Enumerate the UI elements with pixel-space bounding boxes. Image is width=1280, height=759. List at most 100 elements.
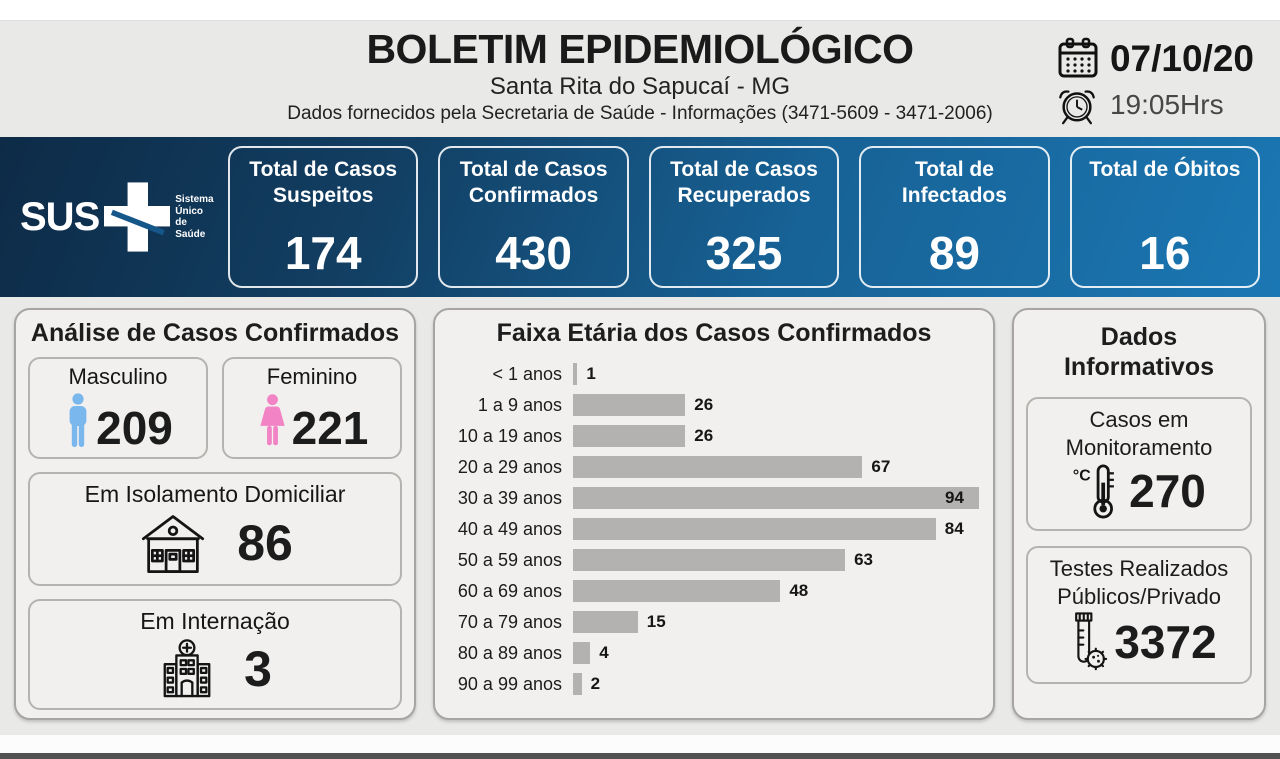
chart-row: 20 a 29 anos 67 [449, 456, 979, 478]
chart-row: 80 a 89 anos 4 [449, 642, 979, 664]
stat-card-suspeitos: Total de Casos Suspeitos 174 [228, 146, 419, 288]
chart-bar-track: 94 [573, 487, 979, 509]
informative-panel: Dados Informativos Casos em Monitorament… [1012, 308, 1266, 720]
chart-value-label: 48 [789, 581, 809, 600]
chart-value-label: 94 [945, 488, 964, 507]
chart-bar-track: 67 [573, 456, 979, 478]
female-value: 221 [291, 401, 369, 454]
age-chart-panel: Faixa Etária dos Casos Confirmados < 1 a… [433, 308, 995, 720]
chart-row: 40 a 49 anos 84 [449, 518, 979, 540]
male-card: Masculino 2 [28, 357, 208, 459]
stat-card-obitos: Total de Óbitos 16 [1069, 146, 1261, 288]
chart-row: 10 a 19 anos 26 [449, 425, 979, 447]
chart-row: < 1 anos 1 [449, 363, 979, 385]
isolation-label: Em Isolamento Domiciliar [84, 480, 346, 507]
chart-category-label: 40 a 49 anos [457, 518, 562, 539]
main-content: Análise de Casos Confirmados Masculino [0, 297, 1280, 735]
chart-bar-track: 15 [573, 611, 979, 633]
chart-value-label: 4 [599, 643, 609, 662]
time-row: 19:05Hrs [1056, 84, 1254, 126]
monitoring-value: 270 [1129, 465, 1206, 517]
bottom-bar [0, 753, 1280, 759]
chart-category-label: 20 a 29 anos [457, 456, 562, 477]
male-body: 209 [34, 392, 202, 454]
chart-row: 70 a 79 anos 15 [449, 611, 979, 633]
female-icon [256, 393, 289, 451]
monitoring-label: Casos em Monitoramento [1065, 407, 1213, 460]
alarm-clock-icon [1056, 84, 1098, 126]
chart-value-label: 67 [871, 457, 891, 476]
top-strip [0, 0, 1280, 20]
informative-title: Dados Informativos [1063, 323, 1215, 381]
hospitalization-label: Em Internação [140, 608, 290, 635]
chart-row: 1 a 9 anos 26 [449, 394, 979, 416]
sus-logo: SUS Sistema Único de Saúde [20, 182, 214, 252]
hospitalization-value: 3 [244, 641, 272, 697]
chart-bar [573, 487, 979, 509]
city-subtitle: Santa Rita do Sapucaí - MG [489, 73, 791, 101]
female-label: Feminino [266, 364, 358, 389]
chart-bar-track: 84 [573, 518, 979, 540]
chart-category-label: 1 a 9 anos [477, 394, 562, 415]
header: BOLETIM EPIDEMIOLÓGICO Santa Rita do Sap… [0, 20, 1280, 137]
chart-bar-track: 63 [573, 549, 979, 571]
tests-value: 3372 [1114, 616, 1217, 668]
female-body: 221 [228, 393, 396, 451]
male-label: Masculino [68, 364, 168, 389]
thermometer-icon: °C [1072, 462, 1126, 520]
stat-value: 325 [705, 227, 783, 279]
stat-value: 89 [928, 227, 980, 279]
stat-label: Total de Óbitos [1089, 158, 1241, 181]
chart-row: 90 a 99 anos 2 [449, 673, 979, 695]
chart-bar [573, 549, 846, 571]
time-value: 19:05Hrs [1109, 89, 1224, 120]
chart-bar [573, 673, 582, 695]
sus-tagline: Sistema Único de Saúde [175, 194, 214, 240]
chart-category-label: 70 a 79 anos [457, 611, 562, 632]
chart-bar [573, 425, 686, 447]
analysis-panel: Análise de Casos Confirmados Masculino [14, 308, 416, 720]
isolation-body: 86 [38, 510, 392, 576]
chart-row: 50 a 59 anos 63 [449, 549, 979, 571]
chart-bar-track: 1 [573, 363, 979, 385]
stat-label: Total de Casos Confirmados [459, 158, 608, 208]
chart-value-label: 26 [694, 426, 714, 445]
chart-row: 30 a 39 anos 94 [449, 487, 979, 509]
analysis-title: Análise de Casos Confirmados [30, 319, 400, 347]
female-card: Feminino 22 [222, 357, 402, 459]
stat-value: 430 [495, 227, 572, 279]
sus-logo-text: SUS [20, 194, 100, 239]
info-line: Dados fornecidos pela Secretaria de Saúd… [287, 103, 993, 125]
chart-bar [573, 456, 863, 478]
stat-label: Total de Infectados [901, 158, 1007, 208]
sus-cross-icon [104, 182, 171, 252]
isolation-card: Em Isolamento Domiciliar [28, 471, 402, 587]
stat-label: Total de Casos Recuperados [670, 158, 818, 208]
house-icon [137, 510, 209, 576]
chart-value-label: 84 [944, 519, 964, 538]
isolation-value: 86 [237, 515, 293, 572]
monitoring-body: °C 270 [1032, 462, 1246, 520]
chart-value-label: 2 [590, 674, 601, 693]
chart-value-label: 26 [694, 395, 714, 414]
chart-category-label: 60 a 69 anos [457, 580, 562, 601]
chart-bar [573, 394, 686, 416]
age-chart: < 1 anos 1 1 a 9 anos 26 10 a 19 anos 26 20 a … [447, 363, 981, 695]
date-value: 07/10/20 [1109, 38, 1254, 79]
stat-card-confirmados: Total de Casos Confirmados 430 [438, 146, 629, 288]
date-row: 07/10/20 [1056, 37, 1254, 81]
stat-card-infectados: Total de Infectados 89 [859, 146, 1050, 288]
datetime-block: 07/10/20 19:05Hrs [1056, 37, 1254, 126]
chart-bar [573, 611, 638, 633]
chart-bar-track: 26 [573, 394, 979, 416]
stat-card-recuperados: Total de Casos Recuperados 325 [648, 146, 840, 288]
chart-category-label: < 1 anos [492, 363, 562, 384]
chart-bar [573, 642, 591, 664]
gender-row: Masculino 2 [28, 357, 402, 459]
chart-bar [573, 363, 578, 385]
chart-bar [573, 580, 781, 602]
male-value: 209 [96, 401, 173, 454]
hospitalization-body: 3 [38, 638, 392, 700]
hospital-icon [158, 638, 216, 700]
